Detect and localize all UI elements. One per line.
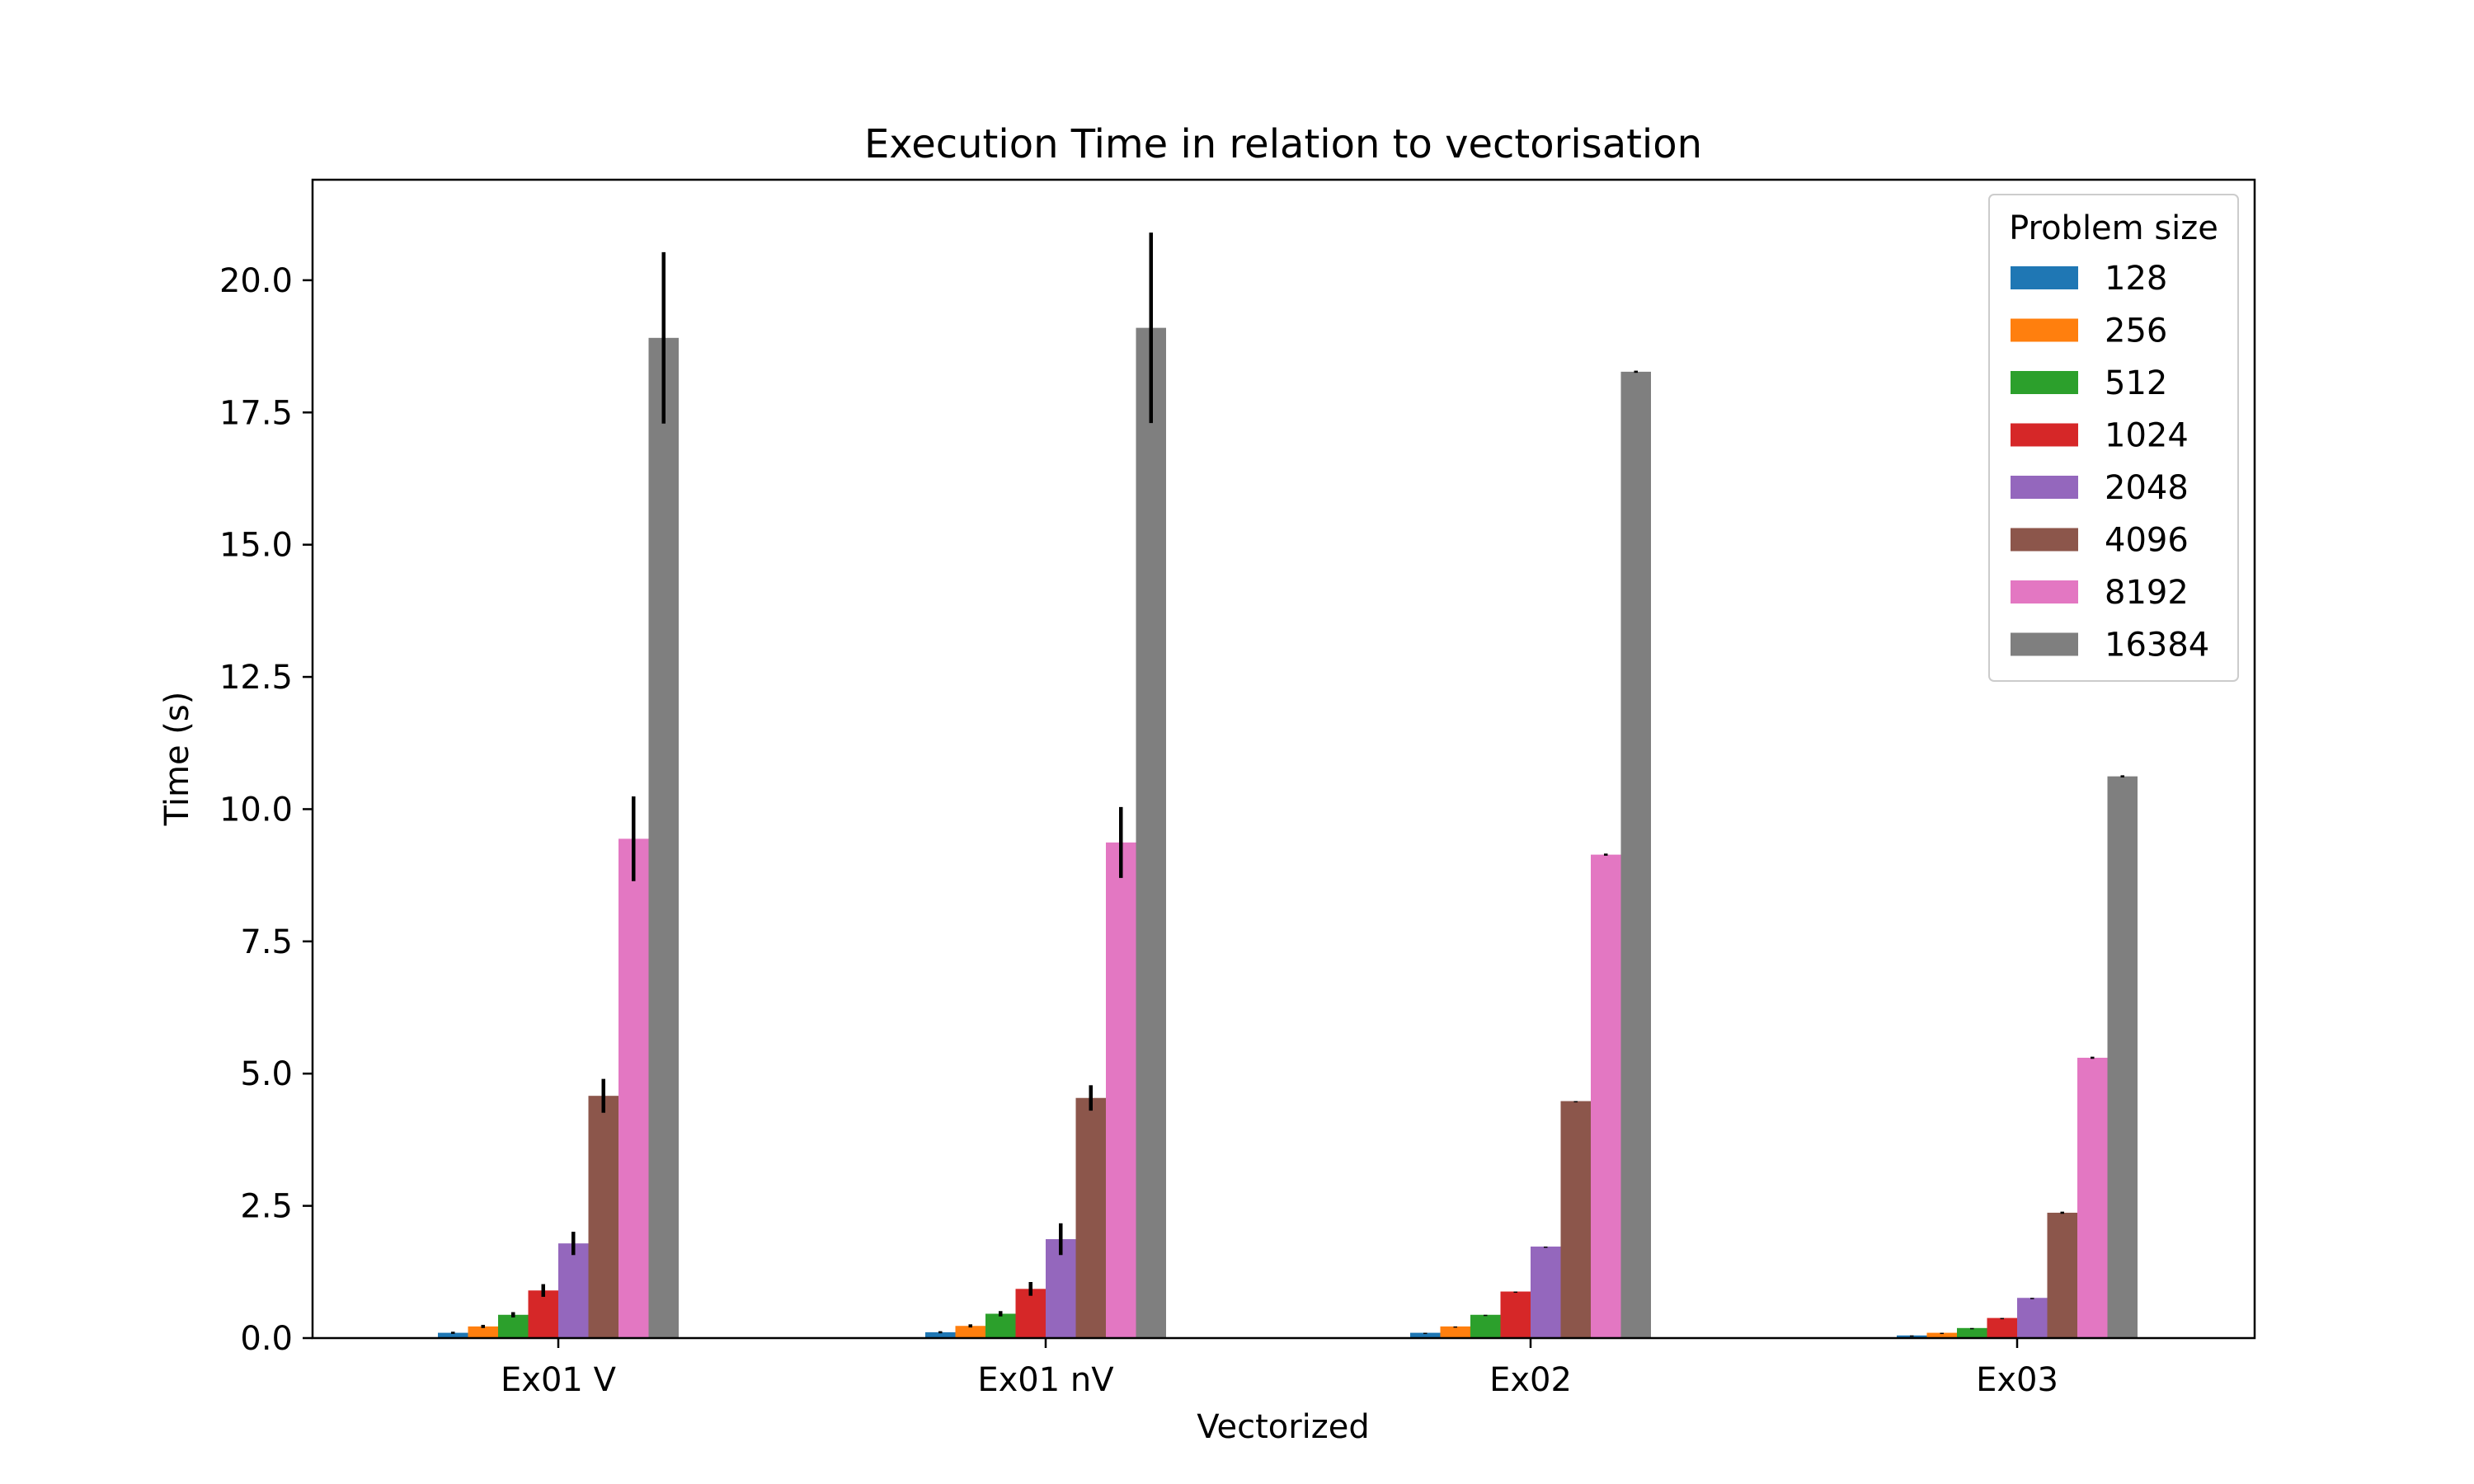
x-tick-label: Ex01 nV: [977, 1361, 1114, 1399]
bar-2048-2: [1531, 1247, 1561, 1338]
bar-128-0: [438, 1332, 468, 1338]
bar-8192-0: [618, 838, 649, 1338]
legend-title: Problem size: [2009, 209, 2218, 247]
bar-8192-3: [2077, 1057, 2108, 1338]
bar-256-1: [955, 1326, 985, 1338]
legend-swatch-1024: [2011, 423, 2078, 447]
legend: Problem size 128 256 512 1024 2048 4096 8192 16…: [1988, 194, 2239, 682]
x-tick-label: Ex02: [1489, 1361, 1572, 1399]
errorbars-group: [451, 232, 2124, 1337]
legend-label-2048: 2048: [2105, 469, 2189, 507]
chart-title: Execution Time in relation to vectorisat…: [864, 121, 1702, 167]
bar-4096-3: [2047, 1212, 2077, 1338]
legend-swatch-2048: [2011, 476, 2078, 499]
y-tick-label: 12.5: [219, 659, 293, 697]
legend-items: 128 256 512 1024 2048 4096 8192 16384: [2011, 260, 2209, 665]
plot-frame: [311, 178, 2256, 1340]
legend-swatch-256: [2011, 318, 2078, 342]
bar-1024-3: [1987, 1317, 2017, 1338]
legend-label-256: 256: [2105, 312, 2167, 350]
bar-256-0: [468, 1326, 498, 1338]
x-axis-label: Vectorized: [1197, 1408, 1370, 1446]
legend-swatch-4096: [2011, 528, 2078, 552]
y-tick-label: 10.0: [219, 791, 293, 829]
y-tick-label: 17.5: [219, 394, 293, 432]
bar-8192-2: [1591, 854, 1621, 1338]
x-tick-label: Ex01 V: [501, 1361, 617, 1399]
bar-128-1: [925, 1331, 956, 1338]
legend-label-4096: 4096: [2105, 522, 2189, 560]
bar-2048-0: [558, 1243, 589, 1338]
legend-swatch-16384: [2011, 632, 2078, 656]
bar-16384-3: [2107, 776, 2138, 1338]
y-axis-label: Time (s): [158, 692, 196, 827]
bar-128-3: [1897, 1335, 1927, 1338]
bar-512-2: [1470, 1314, 1501, 1338]
legend-swatch-512: [2011, 371, 2078, 394]
y-tick-label: 5.0: [240, 1055, 293, 1093]
legend-label-1024: 1024: [2105, 417, 2189, 455]
legend-label-8192: 8192: [2105, 574, 2189, 612]
x-axis: Ex01 V Ex01 nV Ex02 Ex03: [501, 1338, 2058, 1399]
bar-4096-0: [588, 1096, 618, 1338]
bar-8192-1: [1106, 842, 1136, 1338]
bar-16384-1: [1136, 327, 1166, 1338]
bar-4096-1: [1075, 1097, 1106, 1338]
y-tick-label: 7.5: [240, 923, 293, 961]
x-tick-label: Ex03: [1976, 1361, 2058, 1399]
bar-512-1: [985, 1313, 1016, 1338]
bar-256-2: [1440, 1326, 1470, 1338]
legend-label-16384: 16384: [2105, 627, 2209, 665]
bar-2048-3: [2017, 1298, 2048, 1338]
bar-512-0: [498, 1314, 529, 1338]
legend-swatch-8192: [2011, 580, 2078, 603]
legend-label-512: 512: [2105, 364, 2167, 402]
bar-256-3: [1926, 1332, 1957, 1338]
legend-swatch-128: [2011, 266, 2078, 289]
y-tick-label: 15.0: [219, 527, 293, 565]
legend-label-128: 128: [2105, 260, 2167, 298]
bar-16384-0: [648, 337, 679, 1338]
y-tick-label: 0.0: [240, 1320, 293, 1358]
bar-1024-2: [1500, 1291, 1531, 1338]
y-axis: 0.0 2.5 5.0 7.5 10.0 12.5 15.0 17.5 20.0: [219, 262, 313, 1358]
bar-4096-2: [1560, 1101, 1591, 1338]
bars-group: [438, 327, 2138, 1339]
bar-1024-0: [528, 1290, 558, 1338]
y-tick-label: 2.5: [240, 1188, 293, 1226]
bar-1024-1: [1015, 1289, 1046, 1338]
y-tick-label: 20.0: [219, 262, 293, 300]
bar-128-2: [1410, 1332, 1441, 1338]
bar-16384-2: [1620, 371, 1651, 1339]
legend-box: [1988, 194, 2239, 682]
bar-512-3: [1957, 1327, 1987, 1338]
bar-2048-1: [1046, 1239, 1076, 1338]
